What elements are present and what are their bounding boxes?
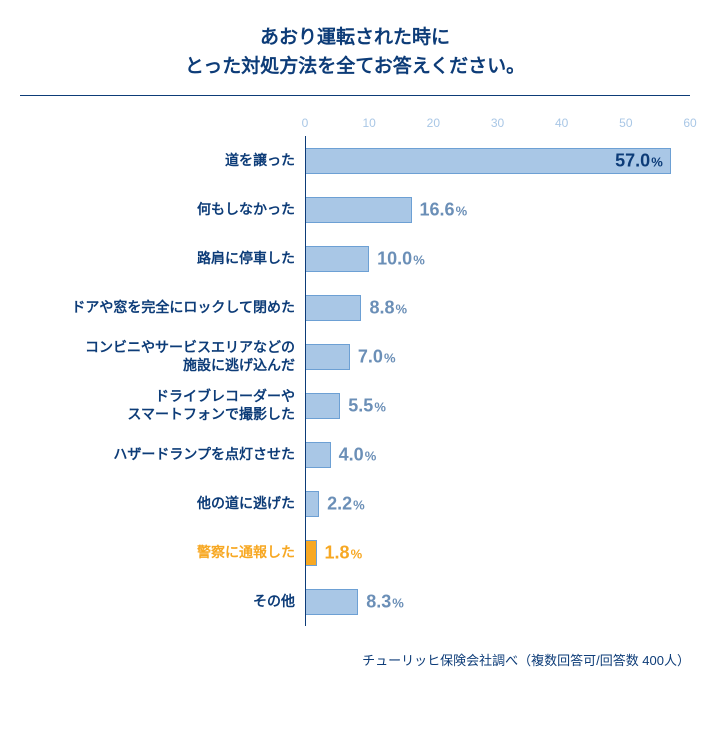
bar-value: 8.8% — [369, 297, 407, 318]
bar-value-number: 8.3 — [366, 591, 391, 612]
bar-row: 他の道に逃げた 2.2% — [20, 479, 690, 528]
bar — [305, 393, 340, 419]
bar-value-number: 16.6 — [420, 199, 455, 220]
chart-title: あおり運転された時に とった対処方法を全てお答えください。 — [20, 24, 690, 81]
percent-sign: % — [651, 154, 663, 169]
x-tick-label: 10 — [362, 116, 375, 130]
bar-row: ドライブレコーダーやスマートフォンで撮影した 5.5% — [20, 381, 690, 430]
chart-title-line1: あおり運転された時に — [20, 24, 690, 53]
bar-label: ドライブレコーダーやスマートフォンで撮影した — [20, 388, 305, 423]
bar-row: 路肩に停車した 10.0% — [20, 234, 690, 283]
bar-outline — [305, 197, 412, 223]
bar-label: ドアや窓を完全にロックして閉めた — [20, 299, 305, 317]
bar-label: 警察に通報した — [20, 544, 305, 562]
bar-value-number: 2.2 — [327, 493, 352, 514]
bar-value: 4.0% — [339, 444, 377, 465]
bar-outline — [305, 540, 317, 566]
x-axis: 0102030405060 — [305, 110, 690, 136]
bar-outline — [305, 246, 369, 272]
bar — [305, 491, 319, 517]
bar-value-number: 57.0 — [615, 150, 650, 171]
bar-value: 7.0% — [358, 346, 396, 367]
bar-row: 道を譲った 57.0% — [20, 136, 690, 185]
chart-page: あおり運転された時に とった対処方法を全てお答えください。 0 10 20 30 40 5… — [0, 0, 710, 751]
x-tick-label: 20 — [427, 116, 440, 130]
bars-container: 道を譲った57.0%何もしなかった16.6%路肩に停車した10.0%ドアや窓を完… — [20, 136, 690, 626]
bar-track: 57.0% — [305, 136, 690, 185]
bar — [305, 295, 361, 321]
bar-value-number: 4.0 — [339, 444, 364, 465]
bar-track: 10.0% — [305, 234, 690, 283]
bar-track: 7.0% — [305, 332, 690, 381]
chart-footnote: チューリッヒ保険会社調べ（複数回答可/回答数 400人） — [20, 650, 690, 669]
bar-row: ドアや窓を完全にロックして閉めた 8.8% — [20, 283, 690, 332]
percent-sign: % — [395, 301, 407, 316]
bar-track: 8.3% — [305, 577, 690, 626]
bar-outline — [305, 589, 358, 615]
bar-row: 警察に通報した 1.8% — [20, 528, 690, 577]
bar-row: コンビニやサービスエリアなどの施設に逃げ込んだ 7.0% — [20, 332, 690, 381]
bar-track: 8.8% — [305, 283, 690, 332]
bar-track: 2.2% — [305, 479, 690, 528]
bar-value-number: 7.0 — [358, 346, 383, 367]
bar-label: 何もしなかった — [20, 201, 305, 219]
bar-value: 10.0% — [377, 248, 425, 269]
bar-value-number: 10.0 — [377, 248, 412, 269]
percent-sign: % — [365, 448, 377, 463]
percent-sign: % — [413, 252, 425, 267]
bar-value: 16.6% — [420, 199, 468, 220]
x-tick-label: 40 — [555, 116, 568, 130]
bar-value-number: 5.5 — [348, 395, 373, 416]
percent-sign: % — [392, 595, 404, 610]
bar-label: コンビニやサービスエリアなどの施設に逃げ込んだ — [20, 339, 305, 374]
bar — [305, 589, 358, 615]
bar-outline — [305, 295, 361, 321]
x-tick-label: 60 — [683, 116, 696, 130]
bar-row: 何もしなかった 16.6% — [20, 185, 690, 234]
percent-sign: % — [456, 203, 468, 218]
bar-outline — [305, 393, 340, 419]
bar-value: 5.5% — [348, 395, 386, 416]
bar-row: ハザードランプを点灯させた 4.0% — [20, 430, 690, 479]
bar-outline — [305, 344, 350, 370]
x-tick-label: 0 — [302, 116, 309, 130]
bar-outline — [305, 442, 331, 468]
bar — [305, 540, 317, 566]
bar-label: ハザードランプを点灯させた — [20, 446, 305, 464]
bar-value-number: 8.8 — [369, 297, 394, 318]
bar — [305, 344, 350, 370]
percent-sign: % — [351, 546, 363, 561]
bar-outline — [305, 491, 319, 517]
bar — [305, 246, 369, 272]
x-tick-label: 30 — [491, 116, 504, 130]
percent-sign: % — [353, 497, 365, 512]
bar-label: その他 — [20, 593, 305, 611]
bar-value-number: 1.8 — [325, 542, 350, 563]
percent-sign: % — [384, 350, 396, 365]
bar-value: 2.2% — [327, 493, 365, 514]
bar-chart: 0102030405060道を譲った57.0%何もしなかった16.6%路肩に停車… — [20, 110, 690, 626]
bar-label: 道を譲った — [20, 152, 305, 170]
bar-value: 1.8% — [325, 542, 363, 563]
chart-title-line2: とった対処方法を全てお答えください。 — [20, 53, 690, 82]
bar-label: 路肩に停車した — [20, 250, 305, 268]
bar-track: 4.0% — [305, 430, 690, 479]
bar-value: 57.0% — [615, 150, 663, 171]
bar-track: 1.8% — [305, 528, 690, 577]
title-rule — [20, 95, 690, 96]
bar — [305, 442, 331, 468]
x-tick-label: 50 — [619, 116, 632, 130]
bar — [305, 197, 412, 223]
bar-row: その他 8.3% — [20, 577, 690, 626]
bar-label: 他の道に逃げた — [20, 495, 305, 513]
percent-sign: % — [374, 399, 386, 414]
bar-track: 16.6% — [305, 185, 690, 234]
bar-track: 5.5% — [305, 381, 690, 430]
y-axis-line — [305, 136, 306, 626]
bar-value: 8.3% — [366, 591, 404, 612]
